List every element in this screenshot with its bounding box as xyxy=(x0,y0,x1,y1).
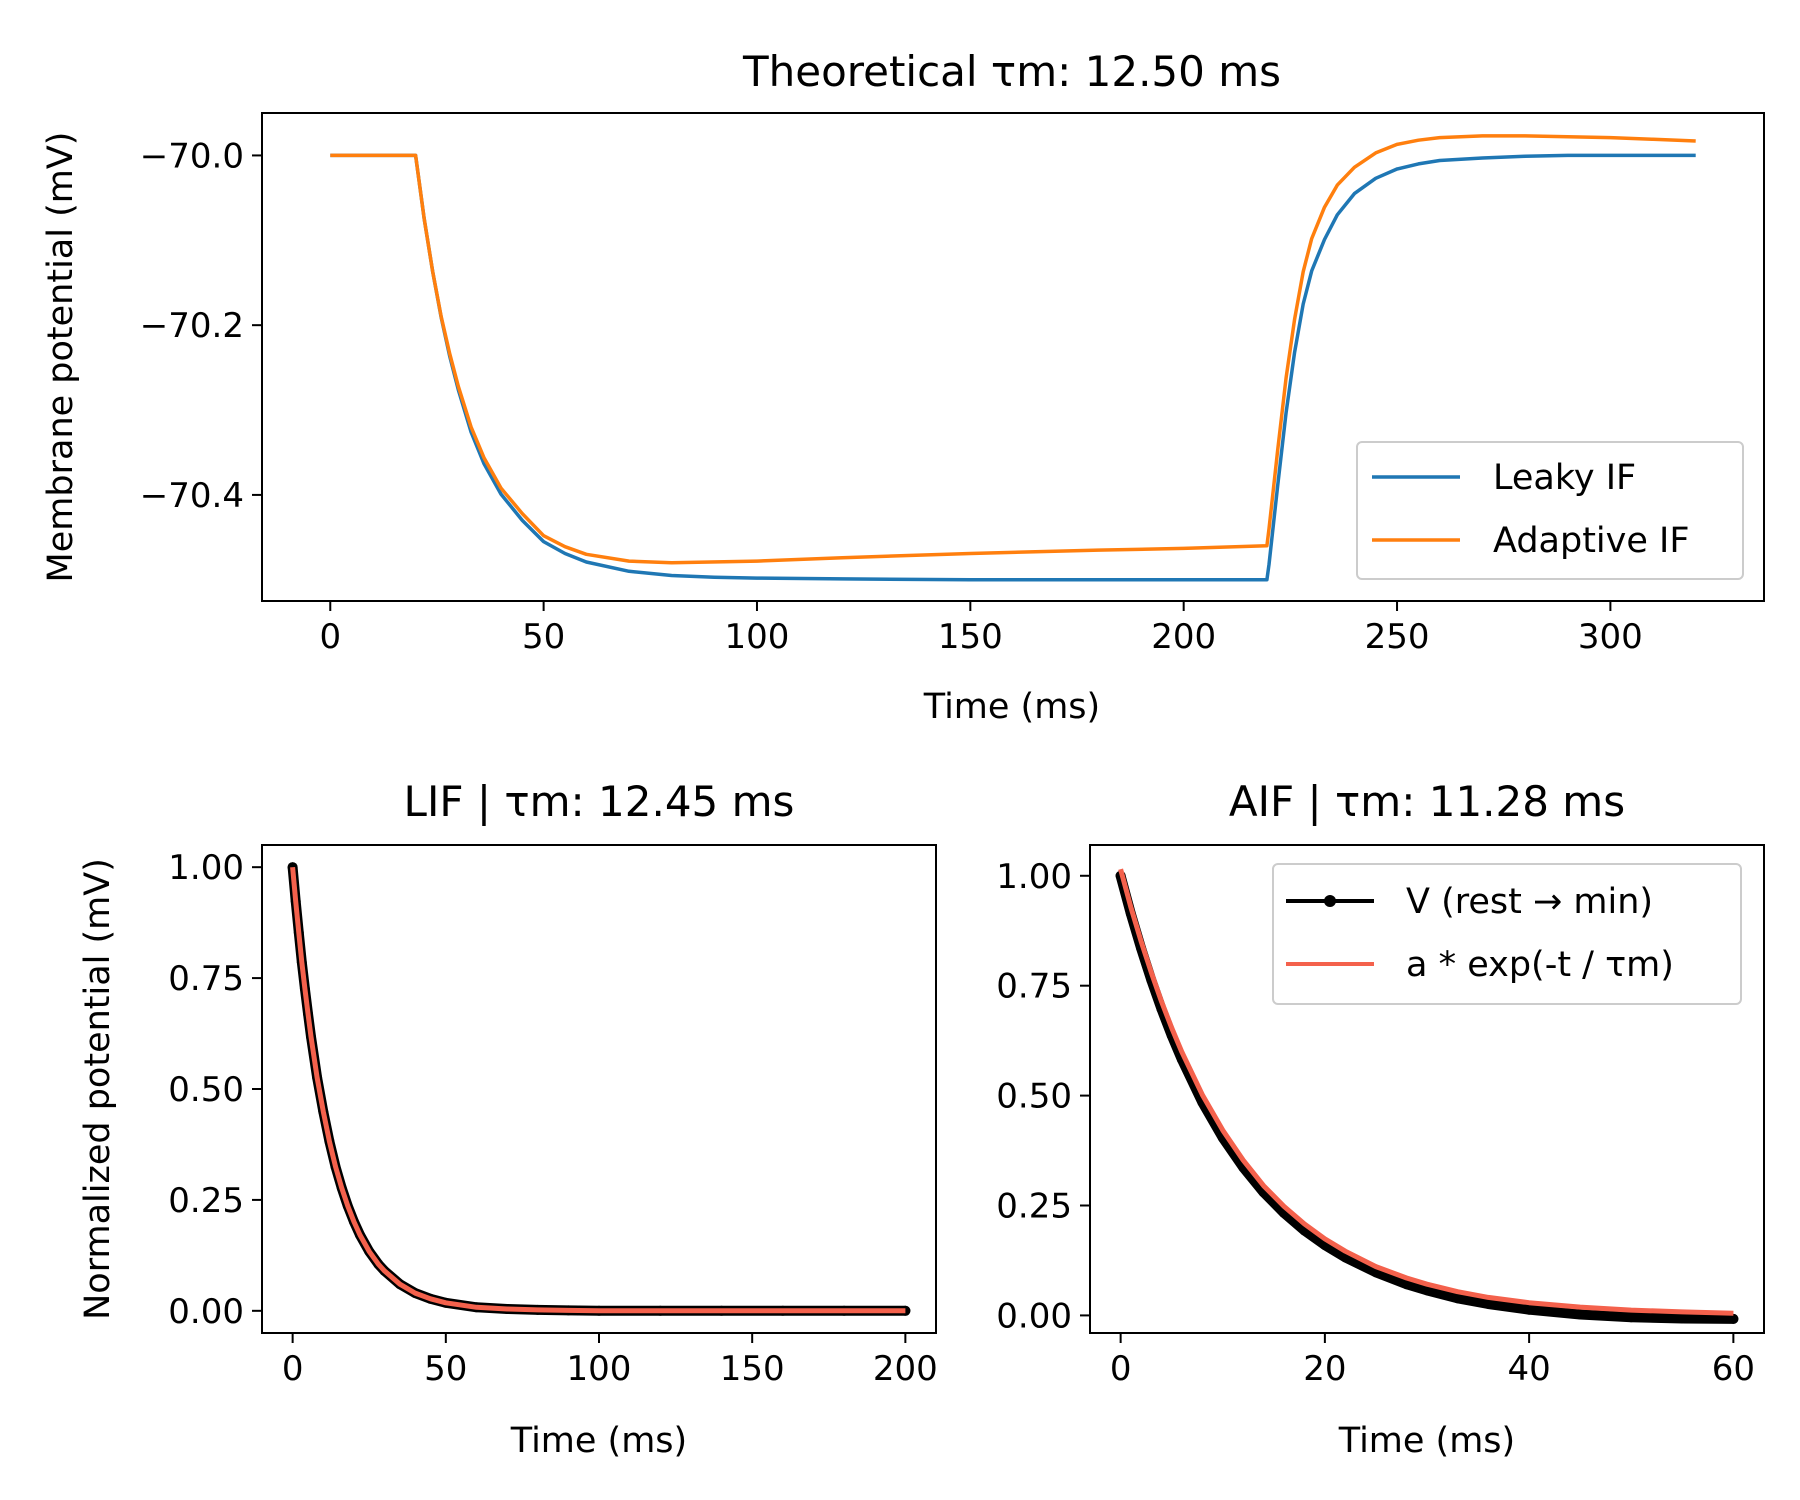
lif-chart-plot-area xyxy=(287,862,911,1316)
top-chart-x-axis: 0 50 100 150 200 250 300 xyxy=(319,601,1643,657)
top-chart-x-tick-label: 0 xyxy=(319,617,341,657)
top-chart-series-adaptive-if xyxy=(330,134,1696,565)
top-chart-y-axis: −70.0 −70.2 −70.4 xyxy=(140,136,262,516)
top-chart-x-tick-label: 100 xyxy=(725,617,790,657)
aif-chart-point-v-rest-min xyxy=(1575,1309,1586,1320)
lif-chart-y-axis: 1.00 0.75 0.50 0.25 0.00 xyxy=(168,848,262,1332)
legend-label-adaptive-if: Adaptive IF xyxy=(1493,521,1689,561)
top-chart-x-tick-label: 200 xyxy=(1151,617,1216,657)
aif-chart-legend: V (rest → min) a * exp(-t / τm) xyxy=(1272,863,1742,1005)
top-chart-x-tick-label: 300 xyxy=(1578,617,1643,657)
lif-chart-x-tick-label: 200 xyxy=(873,1349,938,1389)
aif-chart-y-tick-label: 1.00 xyxy=(996,857,1072,897)
top-chart-title: Theoretical τm: 12.50 ms xyxy=(742,47,1281,96)
lif-chart-x-tick-label: 0 xyxy=(282,1349,304,1389)
aif-chart-x-tick-label: 60 xyxy=(1712,1349,1755,1389)
aif-chart-legend-box xyxy=(1272,863,1742,1005)
lif-chart-x-axis-label: Time (ms) xyxy=(510,1421,687,1461)
top-chart-y-tick-label: −70.4 xyxy=(140,476,244,516)
aif-chart-frame xyxy=(1089,844,1765,1334)
aif-chart-series-a-exp-t-m xyxy=(1118,868,1734,1316)
legend-label-v-rest-min: V (rest → min) xyxy=(1406,882,1653,922)
top-chart-x-tick-label: 250 xyxy=(1365,617,1430,657)
lif-chart-panel: LIF | τm: 12.45 ms 0 50 100 150 200 1.00 0.75… xyxy=(78,777,938,1461)
legend-label-leaky-if: Leaky IF xyxy=(1493,458,1636,498)
aif-chart-point-v-rest-min xyxy=(1401,1279,1412,1290)
aif-chart-point-v-rest-min xyxy=(1483,1299,1494,1309)
aif-chart-plot-area xyxy=(1115,868,1739,1324)
top-chart-y-tick-label: −70.2 xyxy=(140,306,244,346)
top-chart-x-tick-label: 150 xyxy=(938,617,1003,657)
lif-chart-y-axis-label: Normalized potential (mV) xyxy=(78,858,118,1320)
lif-chart-y-tick-label: 0.00 xyxy=(168,1292,244,1332)
aif-chart-y-axis: 1.00 0.75 0.50 0.25 0.00 xyxy=(996,857,1090,1336)
aif-chart-x-tick-label: 0 xyxy=(1110,1349,1132,1389)
top-chart-y-tick-label: −70.0 xyxy=(140,136,244,176)
aif-chart-point-v-rest-min xyxy=(1626,1312,1637,1323)
top-chart-y-axis-label: Membrane potential (mV) xyxy=(41,132,81,583)
lif-chart-series-a-exp-t-m xyxy=(290,866,906,1314)
lif-chart-title: LIF | τm: 12.45 ms xyxy=(404,777,795,826)
legend-label-exp-fit: a * exp(-t / τm) xyxy=(1406,945,1674,985)
top-chart-plot-area xyxy=(330,134,1696,582)
aif-chart-point-v-rest-min xyxy=(1728,1313,1739,1324)
lif-chart-x-tick-label: 100 xyxy=(567,1349,632,1389)
aif-chart-x-tick-label: 20 xyxy=(1303,1349,1346,1389)
aif-chart-y-tick-label: 0.25 xyxy=(996,1187,1072,1227)
aif-chart-point-v-rest-min xyxy=(1452,1293,1463,1304)
lif-chart-x-tick-label: 150 xyxy=(720,1349,785,1389)
aif-chart-x-axis: 0 20 40 60 xyxy=(1110,1333,1755,1389)
lif-chart-y-tick-label: 0.50 xyxy=(168,1070,244,1110)
top-chart-legend: Leaky IF Adaptive IF xyxy=(1356,441,1744,580)
aif-chart-y-tick-label: 0.00 xyxy=(996,1296,1072,1336)
legend-marker-v-rest-min xyxy=(1324,895,1336,907)
lif-chart-y-tick-label: 1.00 xyxy=(168,848,244,888)
top-chart-panel: Theoretical τm: 12.50 ms 0 50 100 150 200 250… xyxy=(41,47,1765,727)
top-chart-x-tick-label: 50 xyxy=(522,617,565,657)
aif-chart-y-tick-label: 0.50 xyxy=(996,1077,1072,1117)
aif-chart-x-axis-label: Time (ms) xyxy=(1338,1421,1515,1461)
aif-chart-point-v-rest-min xyxy=(1677,1313,1688,1324)
top-chart-x-axis-label: Time (ms) xyxy=(923,687,1100,727)
lif-chart-x-tick-label: 50 xyxy=(424,1349,467,1389)
aif-chart-title: AIF | τm: 11.28 ms xyxy=(1229,777,1625,826)
aif-chart-point-v-rest-min xyxy=(1524,1304,1535,1315)
lif-chart-x-axis: 0 50 100 150 200 xyxy=(282,1333,938,1389)
aif-chart-y-tick-label: 0.75 xyxy=(996,967,1072,1007)
lif-chart-y-tick-label: 0.25 xyxy=(168,1181,244,1221)
aif-chart-panel: AIF | τm: 11.28 ms 0 20 40 60 1.00 0.75 0.50 0… xyxy=(996,777,1765,1461)
aif-chart-point-v-rest-min xyxy=(1422,1285,1432,1296)
lif-chart-y-tick-label: 0.75 xyxy=(168,959,244,999)
aif-chart-x-tick-label: 40 xyxy=(1507,1349,1550,1389)
top-chart-frame xyxy=(261,112,1765,602)
